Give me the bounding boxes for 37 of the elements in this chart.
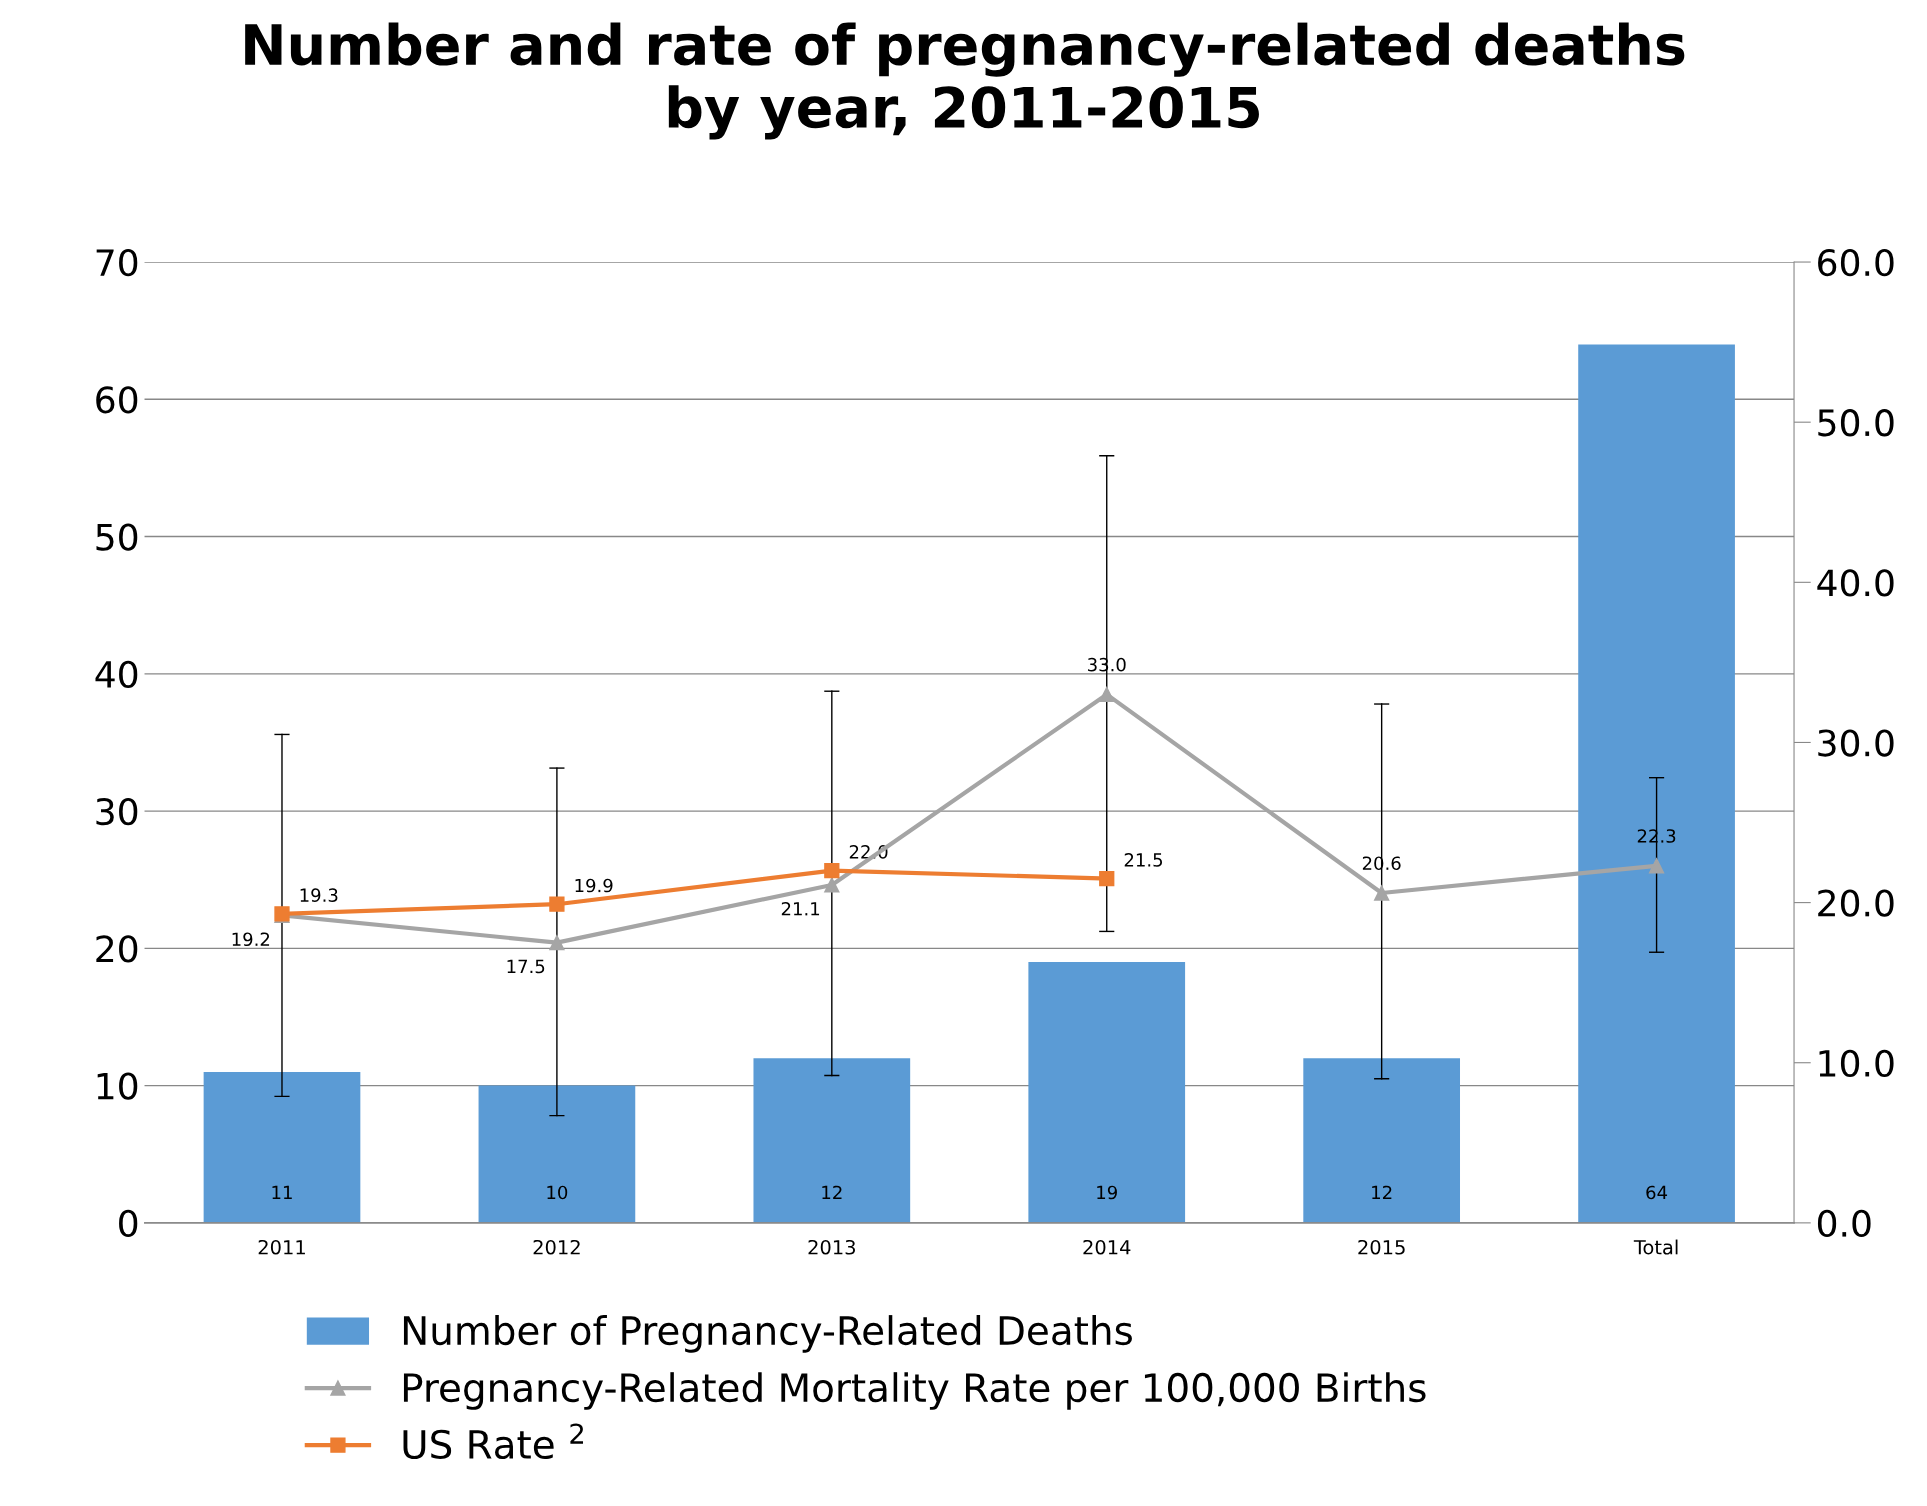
- legend-label: US Rate $^{2}$: [403, 1423, 584, 1460]
- y-tick-label: 10: [97, 1072, 138, 1100]
- y2-tick-label: 10.0: [1819, 1049, 1894, 1077]
- x-tick-label: 2013: [808, 1239, 856, 1255]
- data-label: 19: [1097, 1185, 1117, 1200]
- y-tick-label: 70: [96, 248, 138, 277]
- x-tick-label: 2011: [258, 1239, 305, 1255]
- chart-title: Number and rate of pregnancy-related deaths by year, 2011-2015: [245, 22, 1685, 140]
- y2-tick-label: 40.0: [1817, 569, 1894, 597]
- x-tick-label: Total: [1633, 1239, 1678, 1255]
- y-tick-label: 40: [95, 660, 138, 689]
- legend-label: Pregnancy-Related Mortality Rate per 100,000 Births: [403, 1372, 1426, 1410]
- data-label: 12: [822, 1185, 842, 1200]
- x-tick-label: 2014: [1083, 1239, 1131, 1255]
- data-label: 17.5: [507, 959, 545, 974]
- y-tick-label: 30: [96, 798, 138, 826]
- y2-tick-label: 20.0: [1818, 889, 1894, 917]
- y-tick-label: 60: [96, 386, 138, 414]
- data-label: 64: [1646, 1185, 1668, 1200]
- data-label: 21.5: [1124, 853, 1163, 867]
- y2-tick-label: 30.0: [1818, 729, 1894, 757]
- y-tick-label: 50: [96, 523, 138, 551]
- data-label: 10: [547, 1185, 568, 1200]
- y-tick-label: 20: [96, 935, 138, 963]
- x-tick-label: 2015: [1358, 1239, 1405, 1255]
- data-label: 21.1: [781, 901, 820, 916]
- data-label: 11: [272, 1185, 292, 1200]
- y2-tick-label: 60.0: [1818, 248, 1894, 277]
- y-tick-label: 0: [119, 1209, 138, 1238]
- y2-tick-label: 50.0: [1818, 409, 1894, 437]
- y2-tick-label: 0.0: [1817, 1209, 1871, 1238]
- data-label: 12: [1372, 1185, 1392, 1200]
- data-label: 19.2: [232, 932, 270, 947]
- legend-label: Number of Pregnancy-Related Deaths: [403, 1315, 1132, 1353]
- data-label: 19.9: [575, 878, 613, 893]
- x-tick-label: 2012: [533, 1239, 580, 1255]
- data-label: 19.3: [300, 888, 338, 902]
